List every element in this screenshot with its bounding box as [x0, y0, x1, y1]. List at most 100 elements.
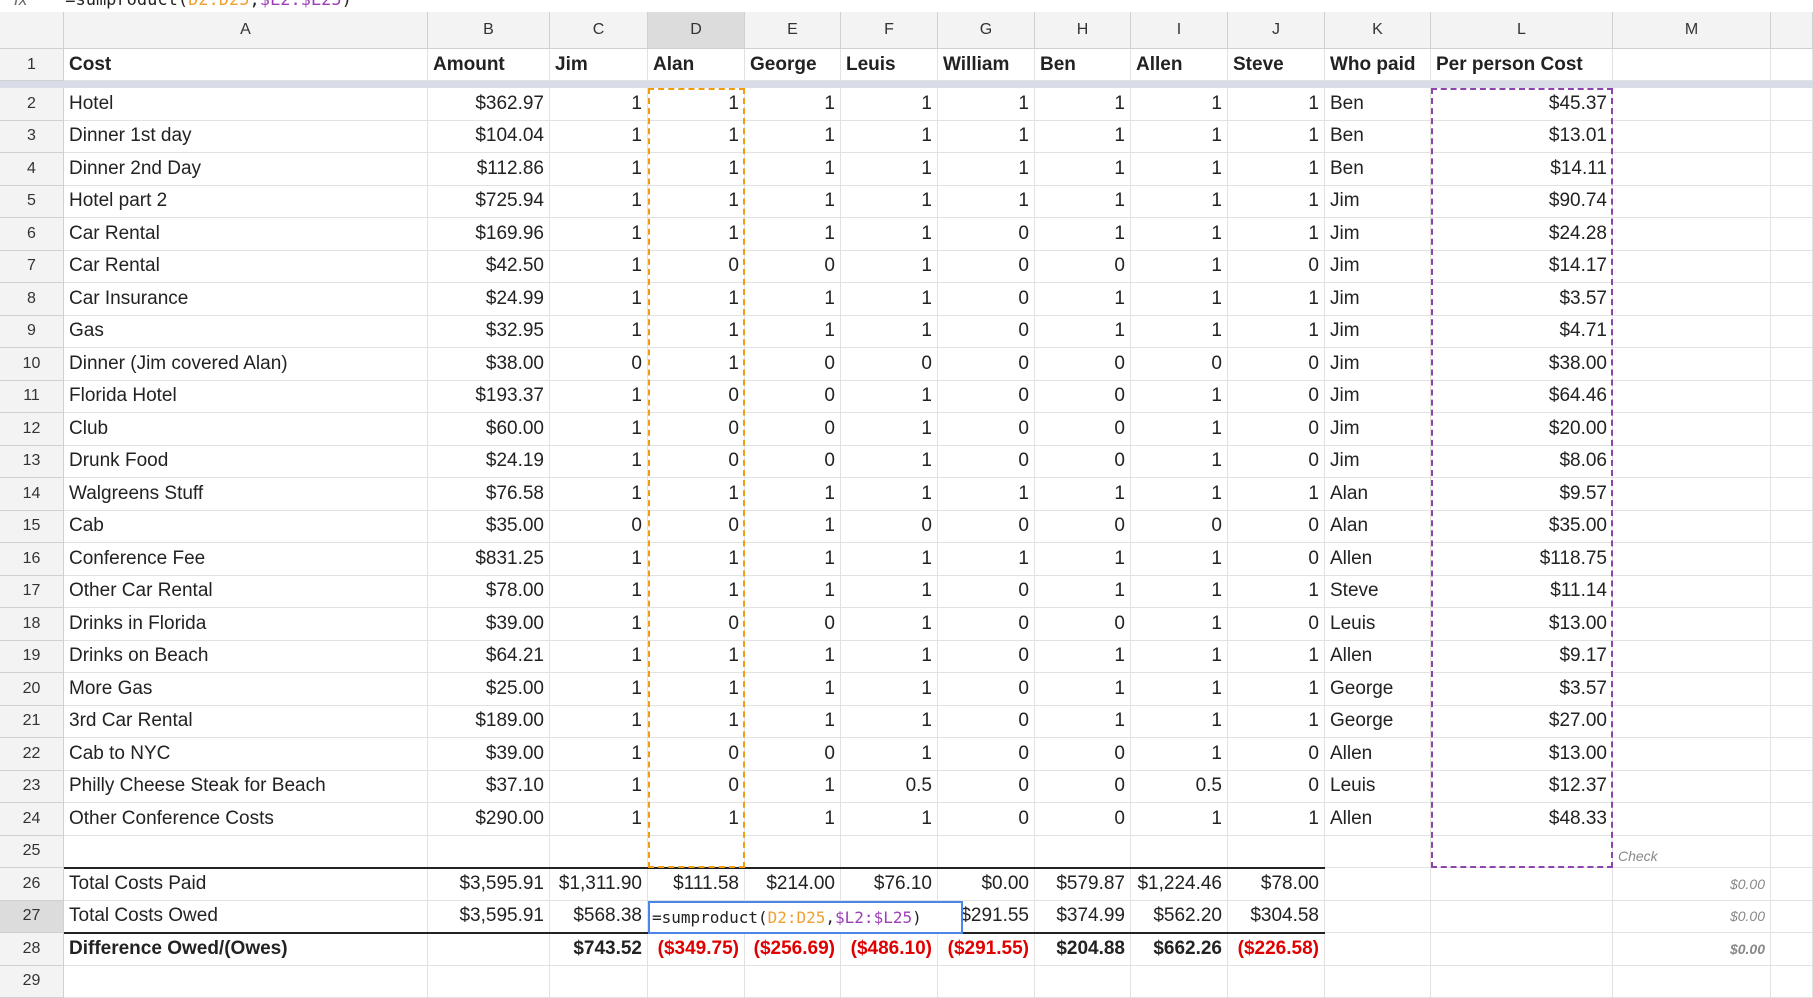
cell[interactable]: 1	[1131, 413, 1228, 446]
cell[interactable]: 1	[1035, 575, 1131, 608]
cell[interactable]: 1	[841, 153, 938, 186]
row-header[interactable]: 16	[0, 543, 64, 576]
cell[interactable]	[1131, 835, 1228, 868]
cell[interactable]	[1613, 575, 1771, 608]
cell[interactable]: 1	[1035, 88, 1131, 121]
cell[interactable]	[1771, 770, 1813, 803]
row-header[interactable]: 9	[0, 315, 64, 348]
cell[interactable]: 1	[1035, 120, 1131, 153]
cell[interactable]: 0	[938, 218, 1035, 251]
cell[interactable]: 1	[1131, 315, 1228, 348]
cell[interactable]: 1	[1228, 120, 1325, 153]
cell[interactable]: 1	[1228, 218, 1325, 251]
cell[interactable]: 1	[550, 738, 648, 771]
cell[interactable]: 1	[1035, 543, 1131, 576]
cell[interactable]	[64, 965, 428, 998]
cell[interactable]	[64, 835, 428, 868]
cell[interactable]	[1613, 965, 1771, 998]
cell[interactable]: Other Conference Costs	[64, 803, 428, 836]
cell[interactable]: $662.26	[1131, 933, 1228, 966]
cell[interactable]: 1	[745, 510, 841, 543]
cell[interactable]: 0	[938, 380, 1035, 413]
cell[interactable]: 0	[1035, 250, 1131, 283]
cell[interactable]: 1	[841, 445, 938, 478]
cell[interactable]: Dinner (Jim covered Alan)	[64, 348, 428, 381]
cell[interactable]: 1	[1035, 283, 1131, 316]
cell[interactable]	[1613, 803, 1771, 836]
cell[interactable]: ($486.10)	[841, 933, 938, 966]
cell[interactable]: 1	[745, 153, 841, 186]
cell[interactable]: 1	[841, 478, 938, 511]
cell[interactable]: 1	[841, 218, 938, 251]
cell[interactable]	[1613, 218, 1771, 251]
cell[interactable]: 0	[1228, 445, 1325, 478]
cell[interactable]: Leuis	[841, 49, 938, 81]
cell[interactable]	[1613, 705, 1771, 738]
cell[interactable]: $60.00	[428, 413, 550, 446]
cell[interactable]: Dinner 1st day	[64, 120, 428, 153]
cell[interactable]: $3,595.91	[428, 868, 550, 901]
cell[interactable]: $38.00	[428, 348, 550, 381]
cell[interactable]: William	[938, 49, 1035, 81]
cell[interactable]: 1	[745, 218, 841, 251]
cell[interactable]: 1	[1035, 153, 1131, 186]
cell[interactable]: $0.00	[1613, 868, 1771, 901]
cell[interactable]: 1	[1228, 478, 1325, 511]
cell[interactable]: Jim	[1325, 445, 1431, 478]
cell[interactable]: 0	[1131, 510, 1228, 543]
cell[interactable]: 1	[841, 120, 938, 153]
cell[interactable]: 1	[938, 88, 1035, 121]
cell[interactable]	[1325, 868, 1431, 901]
cell[interactable]	[1325, 933, 1431, 966]
cell[interactable]: Conference Fee	[64, 543, 428, 576]
cell[interactable]: 1	[550, 575, 648, 608]
cell[interactable]: $562.20	[1131, 900, 1228, 933]
row-header[interactable]: 28	[0, 933, 64, 966]
cell[interactable]: 0	[1228, 770, 1325, 803]
cell[interactable]	[841, 835, 938, 868]
cell[interactable]: 0	[938, 315, 1035, 348]
cell[interactable]: 1	[841, 315, 938, 348]
cell[interactable]: 1	[1131, 88, 1228, 121]
cell[interactable]	[550, 835, 648, 868]
cell[interactable]: 0	[938, 608, 1035, 641]
cell[interactable]: Leuis	[1325, 608, 1431, 641]
cell[interactable]: $214.00	[745, 868, 841, 901]
cell[interactable]: $104.04	[428, 120, 550, 153]
cell[interactable]: 1	[841, 803, 938, 836]
cell[interactable]: 1	[1228, 673, 1325, 706]
cell[interactable]: 0	[1035, 608, 1131, 641]
cell[interactable]: 0	[745, 413, 841, 446]
cell[interactable]	[1771, 673, 1813, 706]
cell[interactable]: 1	[841, 575, 938, 608]
cell[interactable]: 1	[1131, 738, 1228, 771]
cell[interactable]: Alan	[1325, 510, 1431, 543]
cell[interactable]: 1	[745, 770, 841, 803]
cell[interactable]: Ben	[1035, 49, 1131, 81]
cell[interactable]	[1431, 900, 1613, 933]
cell[interactable]: Drinks on Beach	[64, 640, 428, 673]
cell[interactable]: Total Costs Paid	[64, 868, 428, 901]
cell[interactable]: 0	[938, 738, 1035, 771]
column-header[interactable]: H	[1035, 12, 1131, 49]
column-header[interactable]: G	[938, 12, 1035, 49]
cell[interactable]: 0	[1228, 380, 1325, 413]
cell[interactable]	[1431, 868, 1613, 901]
cell[interactable]	[1771, 803, 1813, 836]
cell[interactable]: Steve	[1228, 49, 1325, 81]
cell[interactable]: Club	[64, 413, 428, 446]
cell[interactable]	[1228, 965, 1325, 998]
cell[interactable]: ($349.75)	[648, 933, 745, 966]
cell[interactable]: Car Rental	[64, 218, 428, 251]
cell[interactable]	[1771, 49, 1813, 81]
cell[interactable]: 0	[1035, 770, 1131, 803]
cell[interactable]: Jim	[1325, 413, 1431, 446]
cell[interactable]: 1	[841, 380, 938, 413]
cell[interactable]: Drunk Food	[64, 445, 428, 478]
cell[interactable]	[1035, 835, 1131, 868]
cell[interactable]: $24.19	[428, 445, 550, 478]
cell[interactable]: 1	[550, 250, 648, 283]
cell[interactable]	[1613, 315, 1771, 348]
cell[interactable]: 0	[1228, 738, 1325, 771]
cell[interactable]: 1	[1131, 478, 1228, 511]
